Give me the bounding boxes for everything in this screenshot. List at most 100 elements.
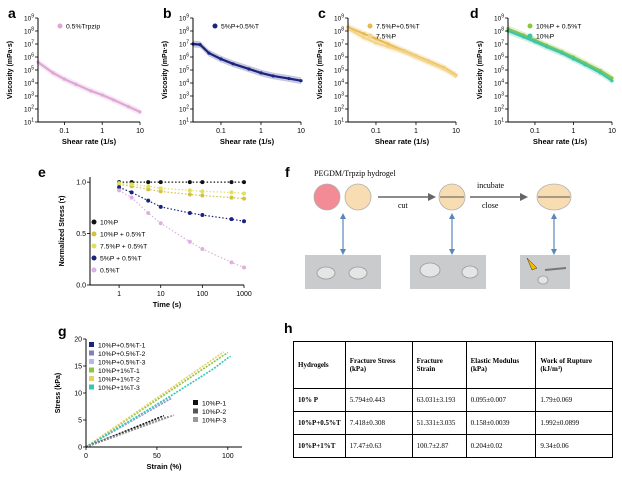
series-line [118,189,245,269]
y-tick-label: 107 [494,40,504,49]
link-arrowhead-3a [551,213,557,219]
x-axis-title: Shear rate (1/s) [62,137,117,146]
x-tick-label: 10 [608,128,616,135]
y-axis-title: Viscosity (mPa·s) [162,41,169,99]
legend-marker [89,376,94,381]
y-axis-title: Stress (kPa) [55,373,62,413]
y-tick-label: 104 [334,79,344,88]
table-cell-hydrogel: 10%P+1%T [293,434,346,458]
legend-label: 10%P+0.5%T-1 [98,343,146,350]
x-tick-label: 0 [84,453,88,460]
legend-marker [91,267,97,273]
data-point [386,42,390,46]
y-tick-label: 109 [494,14,504,23]
data-point [146,187,151,192]
legend-marker [89,367,94,373]
legend-marker [91,219,97,225]
y-tick-label: 105 [24,66,34,75]
data-point [242,180,246,185]
legend-label: 5%P+0.5%T [221,24,259,31]
data-point [129,190,134,195]
panel-label-c: c [318,5,326,21]
cut-label: cut [398,201,409,210]
legend-label: 10%P [100,220,119,227]
data-point [362,36,366,40]
y-tick-label: 106 [24,53,34,62]
legend-label: 5%P + 0.5%T [100,256,142,263]
y-tick-label: 101 [24,118,34,127]
y-tick-label: 102 [179,105,189,114]
panel-label-f: f [285,164,290,180]
incubate-label: incubate [477,181,505,190]
data-point [544,45,549,49]
data-point [200,189,205,194]
photo-cut-gel-2 [461,265,479,279]
y-tick-label: 101 [494,118,504,127]
legend-marker [193,400,198,405]
chart-c: 101 102 103 104 105 106 107 108 109 0.1 1 10 Shear r… [317,14,460,147]
y-tick-label: 0 [78,445,82,452]
table-cell-hydrogel: 10%P+0.5%T [293,411,346,435]
table-cell: 5.794±0.443 [344,388,413,412]
series-line [119,182,245,195]
chart-g: 0 5 10 15 20 0 50 100 Strain (%) Stress (kPa) 10%P… [55,337,242,471]
y-tick-label: 5 [78,418,82,425]
data-point [247,67,251,71]
legend-marker [89,359,94,364]
legend-label: 10%P+0.5%T-2 [98,351,146,358]
data-point [242,191,246,196]
table-cell: 1.79±0.069 [535,388,613,412]
series-line [85,414,165,448]
series-line [85,355,232,448]
data-point [158,180,163,185]
legend-label: 10%P + 0.5%T [536,24,581,31]
pink-gel-disk [313,183,341,211]
legend-marker [91,243,97,249]
table-row: 10% P 5.794±0.443 63.031±3.193 0.095±0.0… [293,388,613,412]
legend-marker [89,384,94,390]
series-line [119,183,245,200]
series-band [38,58,140,116]
table-cell: 100.7±2.87 [411,434,467,458]
table-cell: 1.992±0.0899 [535,411,613,435]
legend-label: 10%P-2 [202,409,226,416]
chart-e: 0.0 0.5 1.0 1 10 100 1000 Time (s) Normalized St… [59,177,252,309]
data-point [229,217,234,222]
x-tick-label: 1000 [236,291,252,298]
y-tick-label: 15 [74,364,82,371]
data-point [521,35,525,39]
data-point [571,57,576,61]
y-tick-label: 106 [494,53,504,62]
y-tick-label: 103 [334,92,344,101]
y-tick-label: 1.0 [76,180,86,187]
chart-a: 101 102 103 104 105 106 107 108 109 0.1 1 10 Shear r… [7,14,144,147]
table-row: 10%P+1%T 17.47±0.63 100.7±2.87 0.204±0.0… [293,434,613,458]
x-tick-label: 100 [197,291,209,298]
x-tick-label: 0.1 [530,128,540,135]
legend-marker [89,350,94,356]
data-point [89,89,93,93]
data-point [207,51,211,55]
photo-cut-gel-1 [419,262,441,278]
link-arrowhead-2a [449,213,455,219]
data-point [374,37,378,41]
legend-marker [193,417,198,422]
table-cell: 51.331±3.035 [411,411,467,435]
legend-marker [193,408,198,414]
y-tick-label: 104 [494,79,504,88]
legend-label: 10%P + 0.5%T [100,232,145,239]
table-header-cell: Work of Rupture (kJ/m³) [535,341,613,389]
data-point [100,93,104,97]
panel-label-e: e [38,164,46,180]
x-tick-label: 50 [153,453,161,460]
y-tick-label: 103 [179,92,189,101]
legend-label: 10%P+1%T-2 [98,377,140,384]
panel-label-a: a [8,5,16,21]
table-cell: 0.095±0.007 [465,388,537,412]
data-point [127,105,131,109]
table-cell: 9.34±0.06 [535,434,613,458]
legend-marker [527,33,533,39]
x-tick-label: 1 [100,128,104,135]
legend-label: 10%P-1 [202,401,226,408]
